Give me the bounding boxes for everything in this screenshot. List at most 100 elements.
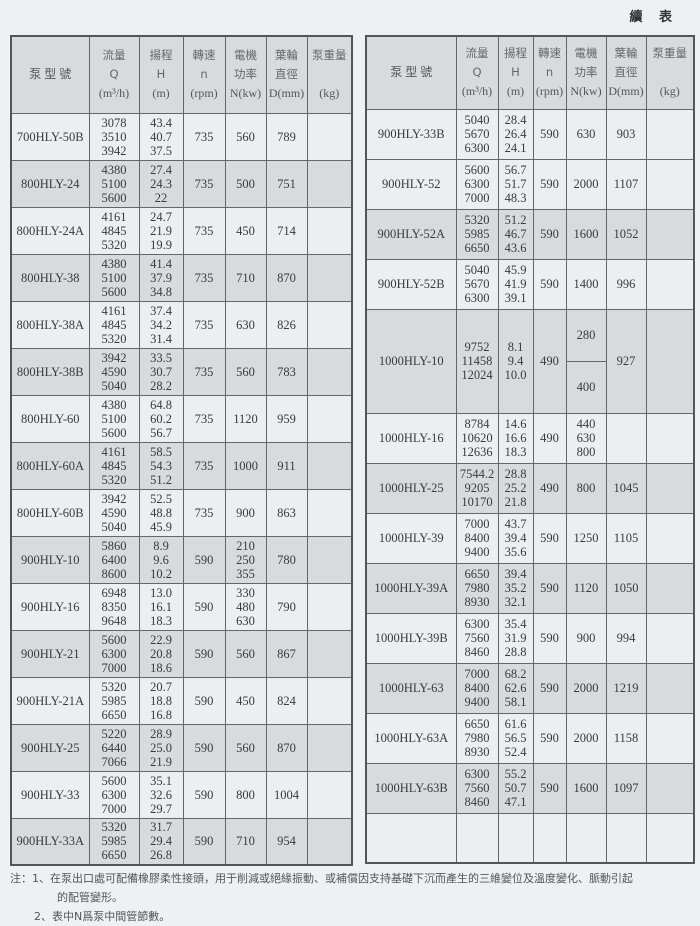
weight-cell [306,676,353,725]
note-1-continuation: 的配管變形。 [57,891,123,904]
flow-value: 8400 [464,531,490,545]
impeller-cell [605,812,647,864]
flow-cell: 7544.2 9205 10170 [455,462,499,514]
head-value: 32.1 [504,595,527,609]
model-cell: 800HLY-38A [10,300,90,349]
flow-value: 5670 [464,277,490,291]
header-power: 電機 功率 N(kw) [224,35,267,114]
pump-spec-table-right: 泵 型 號流量 Q (m³/h) 揚程 H (m) 轉速 n (rpm) 電機 功率 N(kw) 葉輪直… [365,35,695,864]
power-cell: 630 [565,108,607,160]
table-row: 1000HLY-16 8784 10620 12636 14.6 16.6 18.3 490 4… [365,412,695,464]
head-value: 37.5 [150,143,172,158]
flow-value: 7000 [464,517,490,531]
head-value: 52.4 [504,745,527,759]
flow-cell: 5040 5670 6300 [455,108,499,160]
flow-value: 7066 [101,754,127,769]
head-value: 24.3 [150,176,172,191]
power-value: 1250 [573,531,599,545]
power-value: 2000 [573,177,599,191]
flow-value: 5040 [101,519,127,534]
flow-cell: 9752 11458 12024 [455,308,499,414]
weight-cell [645,108,695,160]
header-flow-line: Q [109,67,119,82]
speed-cell: 590 [182,629,226,678]
head-value: 20.7 [150,679,172,694]
head-value: 26.4 [504,127,527,141]
model-cell: 1000HLY-63 [365,662,457,714]
flow-cell: 4380 5100 5600 [88,253,140,302]
header-impeller-line: D(mm) [608,84,644,99]
flow-cell: 5600 6300 7000 [88,770,140,819]
power-value: 710 [236,834,255,849]
model-cell: 800HLY-24 [10,159,90,208]
power-cell: 280 400 [565,308,607,414]
head-value: 31.7 [150,820,172,835]
speed-cell: 590 [182,535,226,584]
head-value: 51.2 [150,472,172,487]
speed-cell: 735 [182,347,226,396]
model-cell: 1000HLY-25 [365,462,457,514]
flow-value: 3942 [101,491,127,506]
head-value: 8.1 [507,340,524,354]
model-cell: 800HLY-38B [10,347,90,396]
weight-cell [306,206,353,255]
header-flow-line: (m³/h) [461,84,493,99]
flow-value: 6650 [464,567,490,581]
impeller-cell: 994 [605,612,647,664]
header-head: 揚程 H (m) [497,35,534,110]
header-weight-line: (kg) [319,86,340,101]
weight-cell [306,770,353,819]
flow-value: 6400 [101,552,127,567]
power-cell: 450 [224,676,267,725]
power-cell: 330 480 630 [224,582,267,631]
head-value: 52.5 [150,491,172,506]
head-value: 21.9 [150,754,172,769]
head-value: 28.4 [504,113,527,127]
head-cell: 52.5 48.8 45.9 [138,488,184,537]
head-cell: 31.7 29.4 26.8 [138,817,184,866]
impeller-cell: 867 [265,629,308,678]
power-value: 560 [236,646,255,661]
weight-cell [306,159,353,208]
flow-cell: 6650 7980 8930 [455,562,499,614]
model-cell: 900HLY-25 [10,723,90,772]
power-cell: 2000 [565,158,607,210]
speed-cell [532,812,567,864]
page-title: 續 表 [629,10,678,25]
head-value: 64.8 [150,397,172,412]
table-row: 1000HLY-39B 6300 7560 8460 35.4 31.9 28.8 590 90… [365,612,695,664]
head-value: 34.8 [150,284,172,299]
impeller-cell: 714 [265,206,308,255]
flow-cell: 4161 4845 5320 [88,441,140,490]
power-cell: 800 [224,770,267,819]
flow-cell: 8784 10620 12636 [455,412,499,464]
head-value: 22.9 [150,632,172,647]
head-value: 46.7 [504,227,527,241]
header-head-line: H [156,67,166,82]
weight-cell [645,612,695,664]
table-row: 900HLY-33A 5320 5985 6650 31.7 29.4 26.8 590 710… [10,817,353,866]
header-power-line: 功率 [574,65,598,80]
header-speed-line: n [200,67,208,82]
head-value: 56.7 [504,163,527,177]
flow-value: 9752 [464,340,490,354]
impeller-cell: 1105 [605,512,647,564]
header-row: 泵 型 號流量 Q (m³/h) 揚程 H (m) 轉速 n (rpm) 電機 功率 N(kw) 葉輪直… [365,35,695,110]
flow-value: 7980 [464,581,490,595]
head-value: 34.2 [150,317,172,332]
head-cell: 20.7 18.8 16.8 [138,676,184,725]
flow-value: 11458 [461,354,493,368]
flow-cell: 5320 5985 6650 [88,676,140,725]
weight-cell [306,441,353,490]
impeller-cell: 954 [265,817,308,866]
flow-value: 8930 [464,745,490,759]
speed-cell: 735 [182,488,226,537]
weight-cell [645,512,695,564]
header-model: 泵 型 號 [10,35,90,114]
power-value: 400 [576,380,596,394]
power-cell: 1600 [565,762,607,814]
head-value: 56.7 [150,425,172,440]
power-split: 280 400 [566,310,606,413]
header-flow-line: (m³/h) [98,86,130,101]
power-value: 710 [236,270,255,285]
